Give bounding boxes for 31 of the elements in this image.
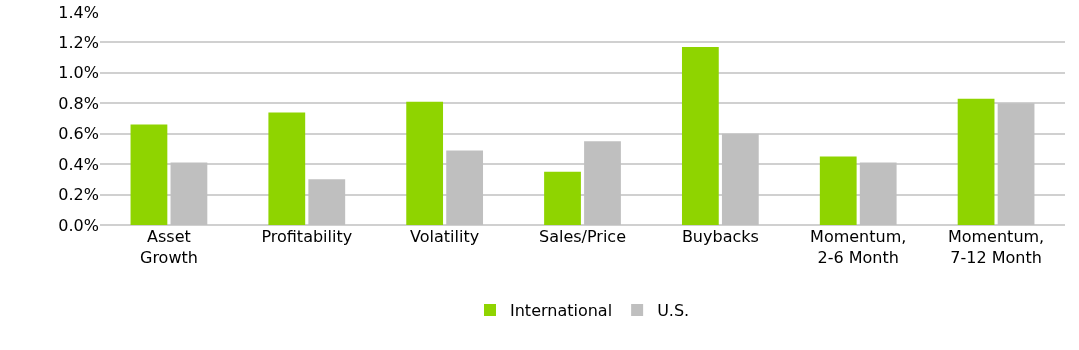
legend-label: International <box>510 301 613 321</box>
bar <box>130 124 168 225</box>
y-tick-label: 1.4% <box>58 2 99 22</box>
y-tick-label: 1.0% <box>58 63 99 83</box>
bar <box>446 150 484 225</box>
x-tick-label: Momentum, 2-6 Month <box>810 227 907 267</box>
y-tick-label: 1.2% <box>58 33 99 53</box>
x-tick-label: Momentum, 7-12 Month <box>947 227 1045 267</box>
bar <box>406 101 444 225</box>
bar <box>997 103 1035 225</box>
y-tick-label: 0.6% <box>58 124 99 144</box>
y-tick-label: 0.4% <box>58 154 99 174</box>
bar <box>584 141 621 225</box>
x-tick-label: Volatility <box>410 227 480 246</box>
y-tick-label: 0.0% <box>58 215 99 235</box>
bar <box>819 156 857 225</box>
y-tick-label: 0.8% <box>58 93 99 113</box>
x-tick-label: Sales/Price <box>538 227 627 246</box>
x-tick-label: Asset Growth <box>139 227 198 267</box>
x-tick-label: Buybacks <box>681 227 759 246</box>
bar <box>721 133 759 225</box>
legend-label: U.S. <box>657 301 690 321</box>
bar <box>859 162 897 225</box>
x-tick-label: Profitability <box>261 227 353 246</box>
bar <box>170 162 208 225</box>
bar <box>544 171 581 225</box>
y-tick-label: 0.2% <box>58 185 99 205</box>
bar <box>308 179 346 225</box>
bar <box>957 98 995 225</box>
bar <box>268 112 306 225</box>
bar <box>681 46 719 225</box>
